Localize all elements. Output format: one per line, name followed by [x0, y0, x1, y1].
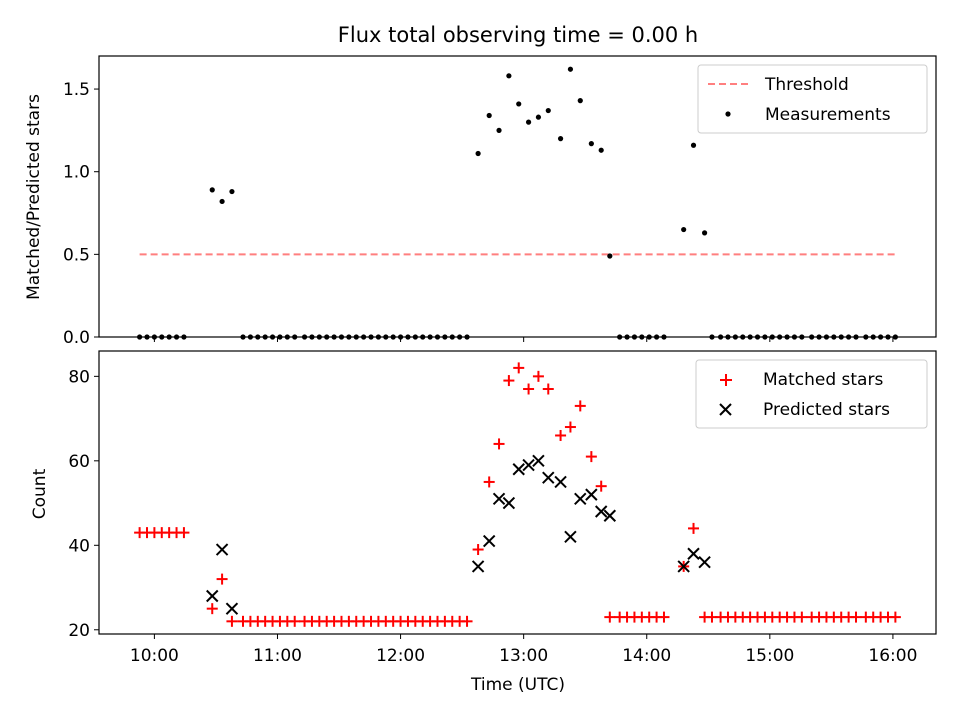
matched-star-point [503, 375, 515, 387]
matched-star-point [585, 451, 597, 463]
predicted-star-point [225, 602, 239, 615]
measurement-point [535, 114, 542, 120]
legend-predicted-label: Predicted stars [763, 400, 890, 420]
predicted-star-point [215, 543, 229, 556]
predicted-star-point [512, 463, 525, 476]
axes-frame-bottom [98, 350, 937, 635]
matched-star-point [206, 603, 218, 615]
measurement-point [690, 142, 697, 148]
predicted-star-point [542, 471, 555, 484]
matched-star-point [461, 615, 473, 627]
matched-star-point [472, 544, 484, 556]
matched-star-point [564, 421, 576, 433]
matched-star-point [542, 383, 554, 395]
measurement-point [557, 136, 564, 142]
matched-star-point [226, 615, 238, 627]
predicted-star-point [585, 488, 598, 501]
matched-star-point [493, 438, 505, 450]
predicted-star-point [677, 560, 690, 573]
legend-bottom: Matched stars Predicted stars [695, 359, 928, 429]
matched-star-point [574, 400, 586, 412]
chart-title: Flux total observing time = 0.00 h [338, 23, 698, 47]
predicted-star-point [698, 555, 711, 569]
legend-bottom-frame [695, 359, 928, 429]
predicted-star-point [502, 496, 516, 510]
x-tick-label: 11:00 [253, 646, 302, 666]
x-tick-label: 12:00 [376, 646, 425, 666]
matched-star-point [850, 611, 862, 623]
measurement-point [588, 141, 594, 147]
predicted-star-point [532, 454, 545, 468]
y-tick-label-bottom: 80 [68, 367, 90, 387]
matched-star-point [604, 611, 616, 623]
measurement-point [701, 230, 708, 236]
y-tick-label-bottom: 40 [68, 536, 90, 556]
x-tick-label: 10:00 [130, 646, 179, 666]
y-axis-label-top: Matched/Predicted stars [24, 94, 44, 300]
measurement-point [577, 98, 583, 104]
predicted-star-point [574, 492, 587, 506]
predicted-star-point [492, 492, 506, 506]
x-tick-label: 14:00 [622, 646, 671, 666]
legend-matched-label: Matched stars [763, 370, 883, 390]
predicted-star-point [687, 547, 700, 560]
y-tick-label-top: 0.0 [63, 328, 90, 348]
measurement-point [516, 101, 522, 107]
x-tick-label: 16:00 [868, 646, 917, 666]
measurement-point [607, 253, 613, 259]
legend-matched-marker [720, 374, 732, 386]
measurement-point [219, 198, 225, 205]
measurement-point [567, 66, 574, 72]
matched-star-point [796, 611, 808, 623]
predicted-star-point [471, 560, 485, 573]
matched-star-point [595, 480, 607, 492]
matched-star-point [688, 522, 700, 534]
measurement-point [475, 150, 481, 157]
predicted-star-point [482, 534, 496, 548]
legend-measurements-label: Measurements [765, 105, 891, 125]
measurement-point [486, 112, 492, 119]
y-tick-label-top: 1.5 [63, 80, 90, 100]
axes-frame-top [98, 55, 937, 338]
matched-star-point [513, 362, 525, 374]
matched-star-point [658, 611, 670, 623]
plot-bottom: 20 40 60 80 10:00 11:00 12:00 13:00 14:00 15:00 16… [68, 362, 917, 666]
x-tick-label: 15:00 [745, 646, 794, 666]
measurement-point [229, 188, 235, 195]
legend-top: Threshold Measurements [697, 64, 928, 134]
predicted-star-point [206, 589, 219, 603]
legend-threshold-label: Threshold [764, 75, 849, 95]
y-axis-label-bottom: Count [30, 468, 50, 519]
legend-predicted-marker [719, 403, 732, 416]
predicted-star-point [594, 505, 608, 518]
legend-top-frame [697, 64, 928, 134]
y-tick-label-bottom: 60 [68, 452, 90, 472]
measurement-point [545, 107, 551, 114]
measurement-point [209, 187, 215, 193]
y-tick-label-top: 1.0 [63, 163, 90, 183]
measurement-point [506, 73, 512, 79]
measurement-point [598, 147, 604, 153]
predicted-star-point [603, 509, 617, 522]
legend-measurements-marker [725, 111, 731, 117]
matched-star-point [555, 429, 567, 441]
measurement-point [681, 226, 687, 233]
measurement-point [525, 119, 532, 125]
matched-star-point [289, 615, 301, 627]
x-axis-label: Time (UTC) [470, 675, 565, 695]
matched-star-point [178, 527, 190, 539]
y-tick-label-top: 0.5 [63, 245, 90, 265]
matched-star-point [523, 383, 535, 395]
matched-star-point [889, 611, 901, 623]
matched-star-point [216, 573, 228, 585]
matched-star-point [532, 370, 544, 382]
y-tick-label-bottom: 20 [68, 621, 90, 641]
matched-star-point [483, 476, 495, 488]
measurement-point [496, 127, 502, 133]
x-tick-label: 13:00 [499, 646, 548, 666]
predicted-star-point [522, 458, 535, 472]
predicted-star-point [554, 475, 567, 489]
predicted-star-point [564, 530, 577, 544]
